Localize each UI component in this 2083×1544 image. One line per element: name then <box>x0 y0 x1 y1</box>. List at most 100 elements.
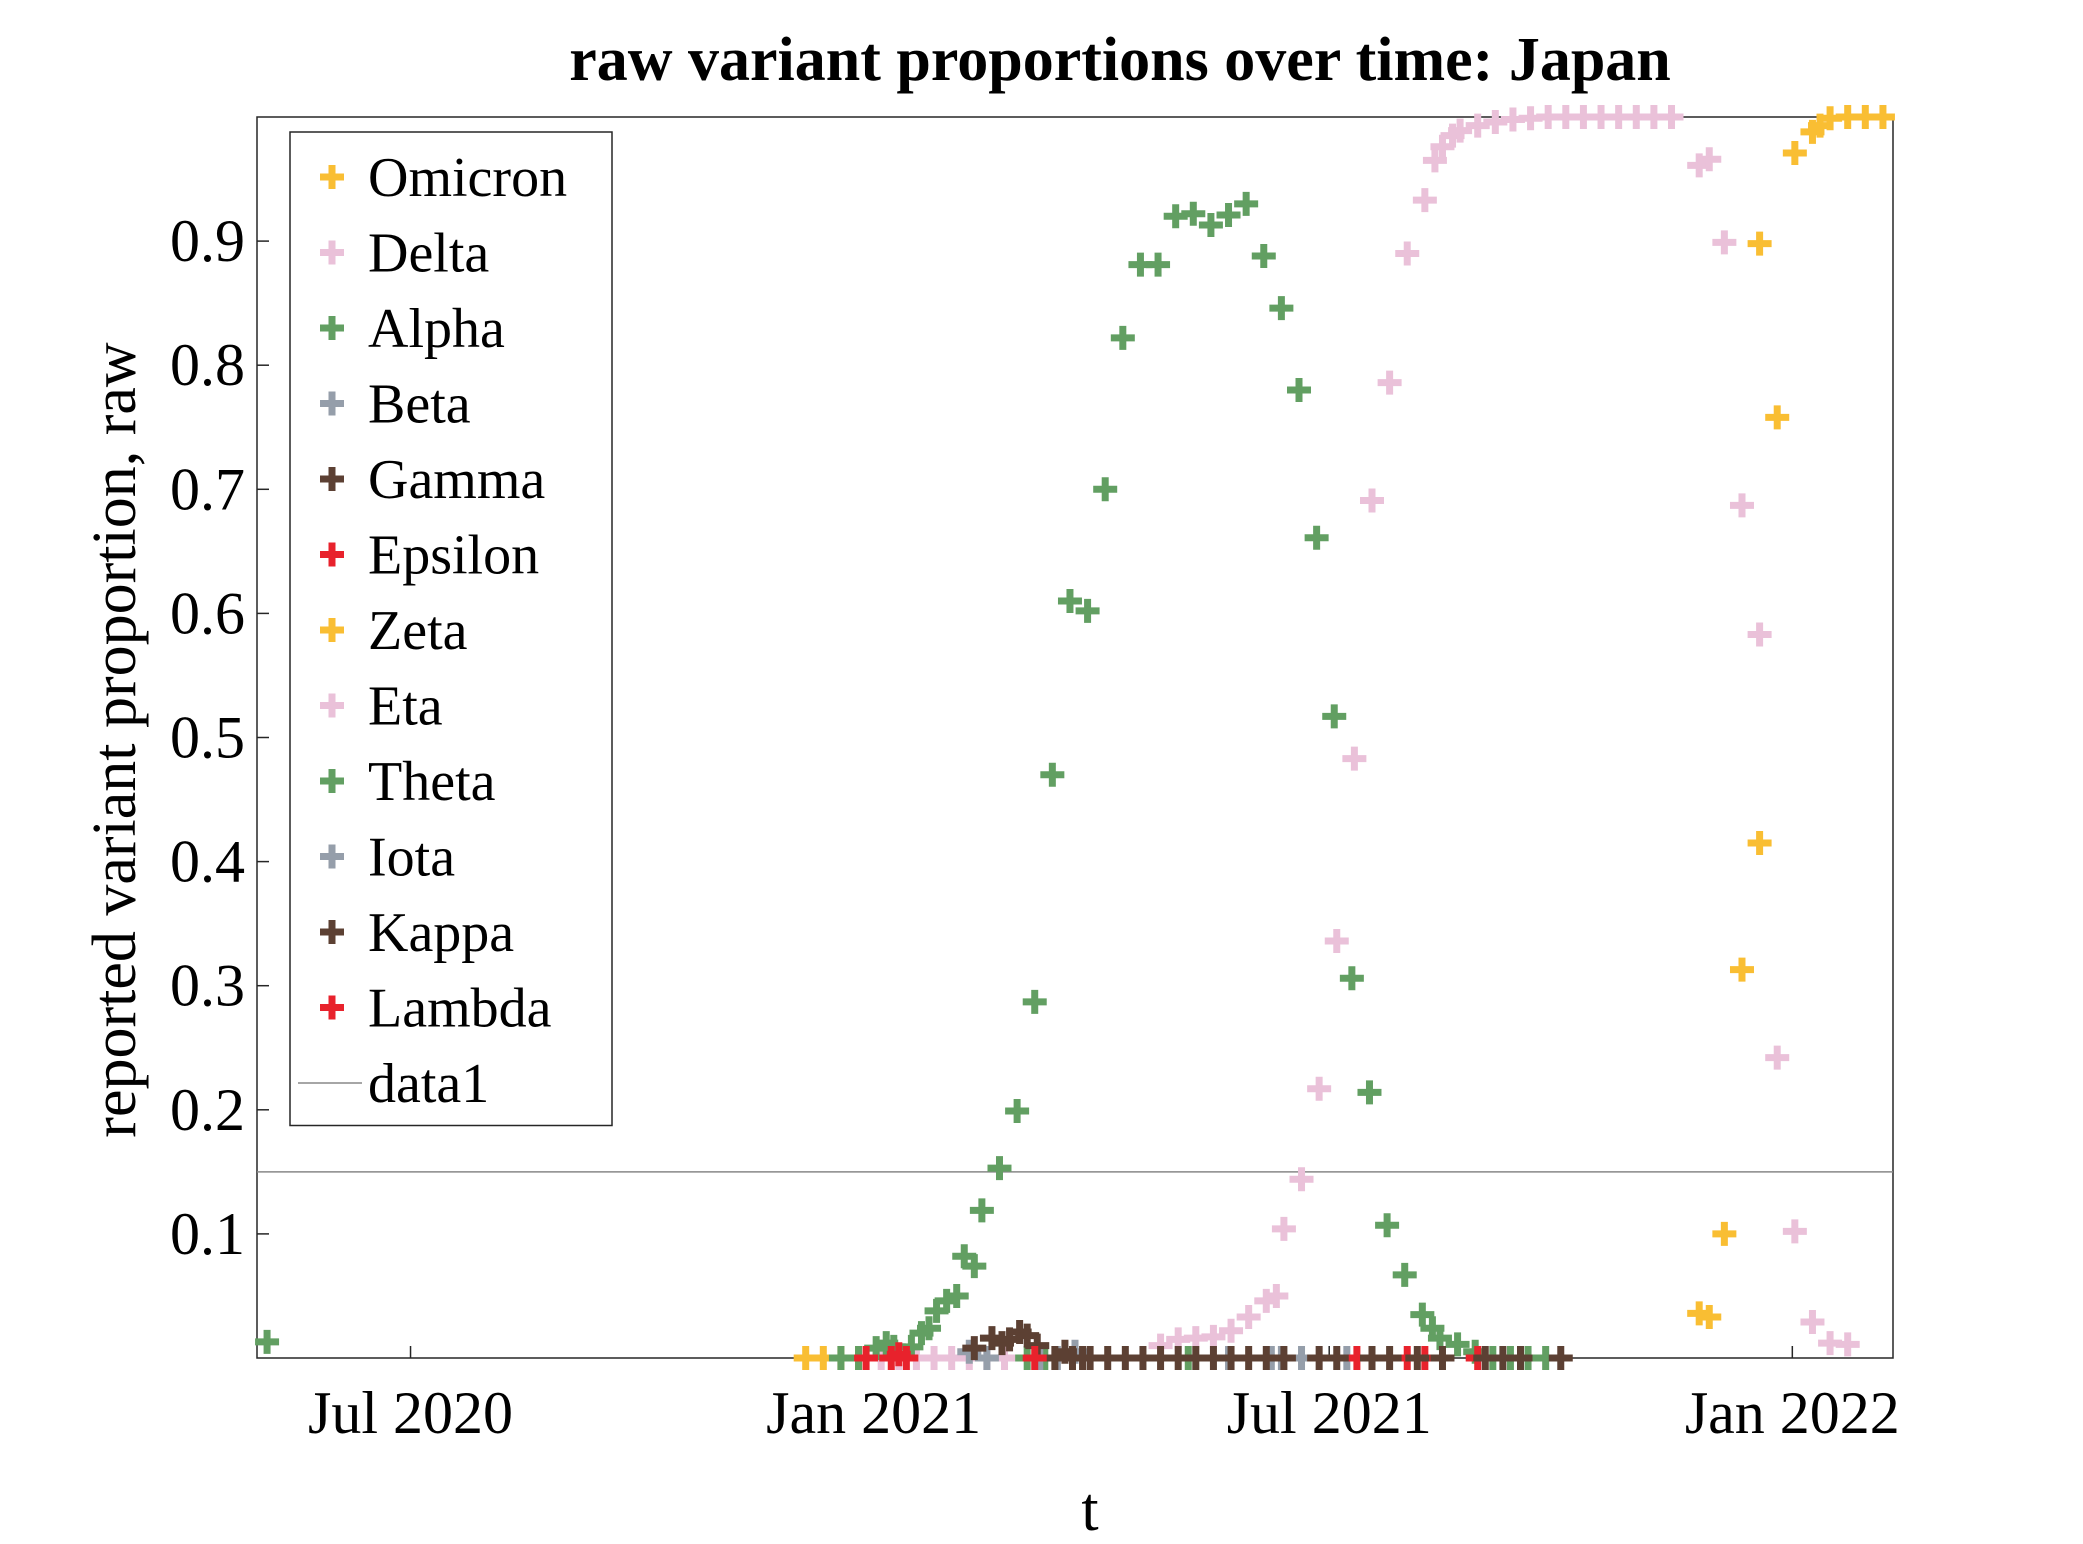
legend-label: Alpha <box>368 298 505 360</box>
data-point-alpha <box>1216 203 1241 228</box>
data-point-alpha <box>1251 243 1276 268</box>
data-point-omicron <box>1747 231 1772 256</box>
legend-marker <box>320 316 344 340</box>
y-tick-label: 0.4 <box>170 829 245 895</box>
data-point-delta <box>1747 622 1772 647</box>
data-point-alpha <box>917 1316 942 1341</box>
legend-marker <box>320 391 344 416</box>
data-point-delta <box>1835 1332 1860 1357</box>
y-axis-label: reported variant proportion, raw <box>81 342 149 1138</box>
legend-marker <box>320 240 344 265</box>
data-point-delta <box>1236 1305 1261 1330</box>
data-point-delta <box>1712 230 1737 255</box>
data-point-kappa <box>1377 1346 1402 1370</box>
data-point-alpha <box>944 1283 969 1308</box>
data-markers <box>255 105 1895 1370</box>
x-tick-label: Jan 2022 <box>1685 1380 1900 1446</box>
data-point-alpha <box>1410 1302 1435 1327</box>
legend-label: Eta <box>368 676 443 738</box>
data-point-alpha <box>969 1198 994 1223</box>
data-point-beta <box>974 1346 999 1370</box>
y-tick-label: 0.8 <box>170 332 245 398</box>
data-point-alpha <box>1093 477 1118 502</box>
data-point-kappa <box>1271 1346 1296 1370</box>
data-point-epsilon <box>1022 1346 1047 1370</box>
data-point-kappa <box>1508 1346 1533 1370</box>
data-point-alpha <box>1445 1332 1470 1357</box>
data-point-epsilon <box>854 1346 879 1370</box>
data-point-delta <box>1412 188 1437 213</box>
data-point-alpha <box>1392 1262 1417 1287</box>
y-tick-label: 0.3 <box>170 953 245 1019</box>
data-point-delta <box>1782 1219 1807 1244</box>
legend-marker <box>320 769 344 793</box>
data-point-delta <box>1289 1167 1314 1192</box>
data-point-alpha <box>1375 1213 1400 1238</box>
data-point-delta <box>1307 1076 1332 1101</box>
y-tick-label: 0.6 <box>170 580 245 646</box>
data-point-delta <box>1360 488 1384 513</box>
data-point-delta <box>1324 929 1349 954</box>
legend-label: Epsilon <box>368 525 539 587</box>
data-point-alpha <box>1146 252 1171 277</box>
data-point-alpha <box>1022 989 1047 1014</box>
legend-label: Beta <box>368 374 471 436</box>
data-point-alpha <box>255 1329 280 1354</box>
data-point-alpha <box>1322 704 1347 729</box>
data-point-alpha <box>1357 1080 1382 1105</box>
chart-title: raw variant proportions over time: Japan <box>569 26 1671 94</box>
data-point-kappa <box>1430 1346 1455 1370</box>
legend-label: Gamma <box>368 449 545 511</box>
legend-marker <box>320 693 344 718</box>
legend-label: Lambda <box>368 978 552 1040</box>
y-tick-label: 0.1 <box>170 1201 245 1267</box>
legend-label: Delta <box>368 223 489 285</box>
legend-marker <box>320 618 344 642</box>
data-point-alpha <box>1339 966 1364 991</box>
data-point-delta <box>1422 148 1447 173</box>
data-point-delta <box>1342 746 1367 771</box>
data-point-omicron <box>1729 957 1754 982</box>
data-point-delta <box>1465 113 1490 138</box>
data-point-omicron <box>1870 105 1895 129</box>
y-tick-label: 0.9 <box>170 208 245 274</box>
legend-label: Theta <box>368 751 496 813</box>
data-point-kappa <box>1324 1346 1349 1370</box>
data-point-omicron <box>1782 140 1807 165</box>
legend-label: Iota <box>368 827 455 889</box>
data-point-alpha <box>1234 191 1259 216</box>
data-point-alpha <box>1110 325 1135 350</box>
data-point-delta <box>1201 1324 1226 1349</box>
data-point-delta <box>1264 1283 1289 1308</box>
data-point-delta <box>1377 370 1402 395</box>
x-tick-label: Jan 2021 <box>766 1380 981 1446</box>
data-point-epsilon <box>894 1346 919 1370</box>
legend-label: data1 <box>368 1053 489 1115</box>
data-point-alpha <box>1181 201 1206 226</box>
y-tick-label: 0.7 <box>170 456 245 522</box>
data-point-delta <box>1729 493 1754 518</box>
data-point-kappa <box>1405 1346 1430 1370</box>
data-point-omicron <box>1747 830 1772 855</box>
legend-marker <box>320 844 344 869</box>
data-point-delta <box>1448 118 1473 143</box>
data-point-delta <box>1765 1045 1790 1070</box>
data-point-omicron <box>1765 405 1790 430</box>
y-tick-label: 0.5 <box>170 705 245 771</box>
data-point-delta <box>1395 241 1420 266</box>
data-point-alpha <box>987 1156 1012 1181</box>
data-point-delta <box>1659 105 1684 129</box>
data-point-alpha <box>962 1254 987 1279</box>
data-point-omicron <box>1712 1221 1737 1246</box>
legend-marker <box>320 995 344 1020</box>
data-point-alpha <box>1057 588 1082 613</box>
data-point-delta <box>1697 147 1722 172</box>
x-tick-label: Jul 2021 <box>1227 1380 1432 1446</box>
x-tick-label: Jul 2020 <box>308 1380 513 1446</box>
legend-label: Zeta <box>368 600 468 662</box>
legend-marker <box>320 920 344 944</box>
data-point-delta <box>1219 1318 1244 1343</box>
legend-label: Kappa <box>368 902 514 964</box>
data-point-delta <box>1271 1216 1296 1241</box>
